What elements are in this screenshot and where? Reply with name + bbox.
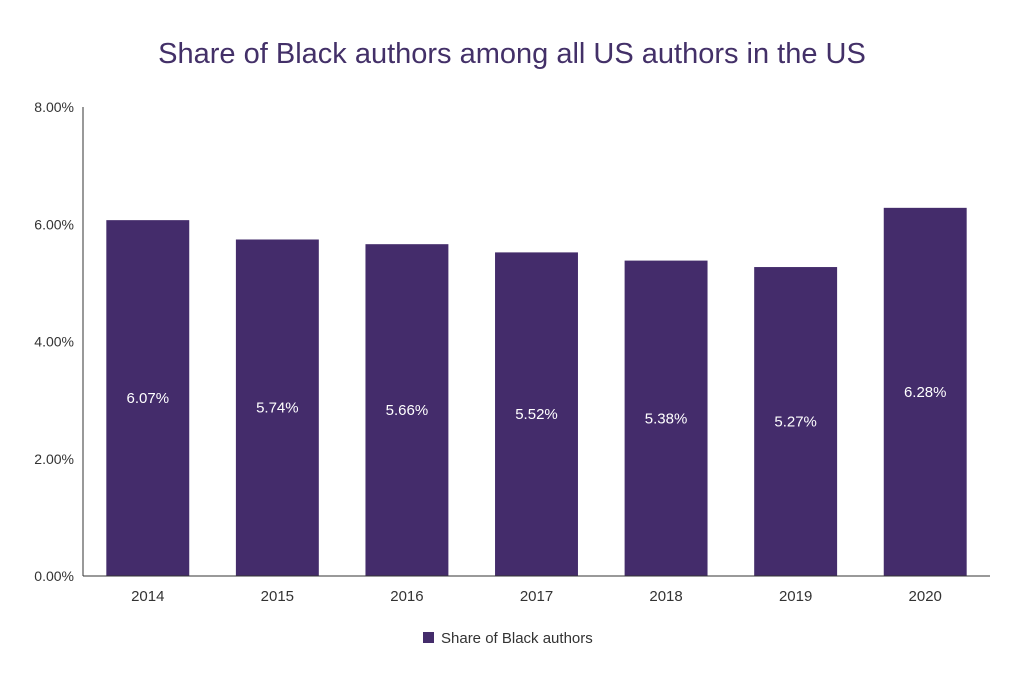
bar-2020: [883, 207, 967, 576]
y-tick-label: 2.00%: [34, 451, 74, 467]
data-label: 6.28%: [904, 384, 947, 401]
data-label: 5.66%: [386, 402, 429, 419]
bar-2018: [624, 260, 708, 576]
x-tick-label: 2016: [390, 588, 423, 605]
x-axis: 2014 2015 2016 2017 2018 2019 2020: [83, 575, 990, 605]
y-tick-label: 8.00%: [34, 99, 74, 115]
data-label: 5.52%: [515, 406, 558, 423]
legend: Share of Black authors: [423, 630, 593, 647]
y-tick-label: 0.00%: [34, 568, 74, 584]
x-tick-label: 2020: [909, 588, 942, 605]
bar-2017: [495, 252, 578, 576]
chart-title: Share of Black authors among all US auth…: [158, 38, 866, 70]
x-tick-label: 2014: [131, 588, 164, 605]
x-tick-label: 2017: [520, 588, 553, 605]
x-tick-label: 2015: [261, 588, 294, 605]
legend-label: Share of Black authors: [441, 630, 593, 647]
x-tick-label: 2018: [649, 588, 682, 605]
bar-2014: [106, 220, 190, 577]
y-tick-label: 6.00%: [34, 216, 74, 232]
legend-swatch: [423, 632, 434, 643]
bar-group: 6.07% 5.74% 5.66% 5.52% 5.38% 5.27% 6.28%: [106, 207, 967, 577]
bar-2015: [235, 239, 319, 576]
bar-2016: [365, 244, 449, 576]
y-axis: 0.00% 2.00% 4.00% 6.00% 8.00%: [34, 99, 84, 584]
bar-2019: [754, 267, 838, 576]
x-tick-label: 2019: [779, 588, 812, 605]
data-label: 5.74%: [256, 400, 299, 417]
data-label: 5.27%: [774, 414, 817, 431]
y-tick-label: 4.00%: [34, 334, 74, 350]
data-label: 6.07%: [127, 390, 170, 407]
data-label: 5.38%: [645, 410, 688, 427]
